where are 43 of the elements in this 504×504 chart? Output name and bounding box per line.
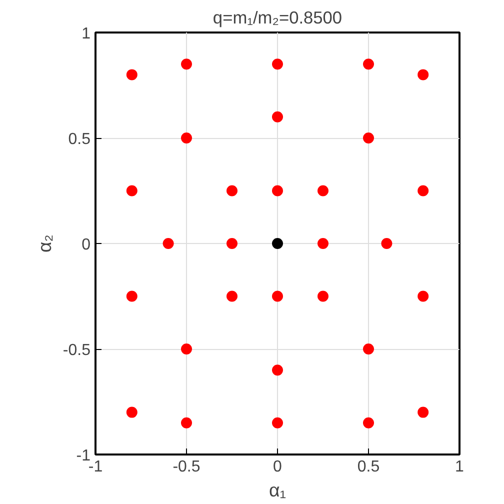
point xyxy=(272,58,283,70)
x-tick-label: 1 xyxy=(455,458,464,476)
point xyxy=(126,185,138,196)
point xyxy=(363,132,374,144)
y-tick-label: -1 xyxy=(76,448,91,464)
point xyxy=(226,238,238,249)
point xyxy=(363,344,374,354)
point xyxy=(318,290,328,302)
x-tick-label: -0.5 xyxy=(172,458,200,476)
point xyxy=(418,69,429,80)
x-tick-label: 0 xyxy=(273,458,282,476)
point xyxy=(272,111,283,122)
point xyxy=(272,290,283,302)
point xyxy=(181,344,192,354)
y-tick-label: 0.5 xyxy=(68,131,91,148)
x-axis-title: α₁ xyxy=(268,480,286,500)
point xyxy=(381,238,392,249)
point xyxy=(162,238,174,249)
point xyxy=(181,58,192,70)
chart-title: q=m₁/m₂=0.8500 xyxy=(212,8,342,28)
y-tick-label: 0 xyxy=(82,236,91,254)
x-tick-label: 0.5 xyxy=(357,458,380,476)
point xyxy=(272,185,283,196)
y-tick-label: -0.5 xyxy=(62,342,91,359)
point xyxy=(272,364,283,376)
point xyxy=(226,290,238,302)
point xyxy=(126,290,138,302)
point xyxy=(318,185,328,196)
point xyxy=(418,185,429,196)
y-axis-title: α₂ xyxy=(34,234,55,253)
point xyxy=(418,406,429,418)
point xyxy=(272,417,283,428)
point xyxy=(126,69,138,80)
point xyxy=(181,417,192,428)
point xyxy=(226,185,238,196)
point xyxy=(181,132,192,144)
point xyxy=(418,290,429,302)
point xyxy=(126,406,138,418)
point xyxy=(363,417,374,428)
point xyxy=(363,58,374,70)
point xyxy=(272,238,283,249)
point xyxy=(318,238,328,249)
y-tick-label: 1 xyxy=(82,26,91,42)
